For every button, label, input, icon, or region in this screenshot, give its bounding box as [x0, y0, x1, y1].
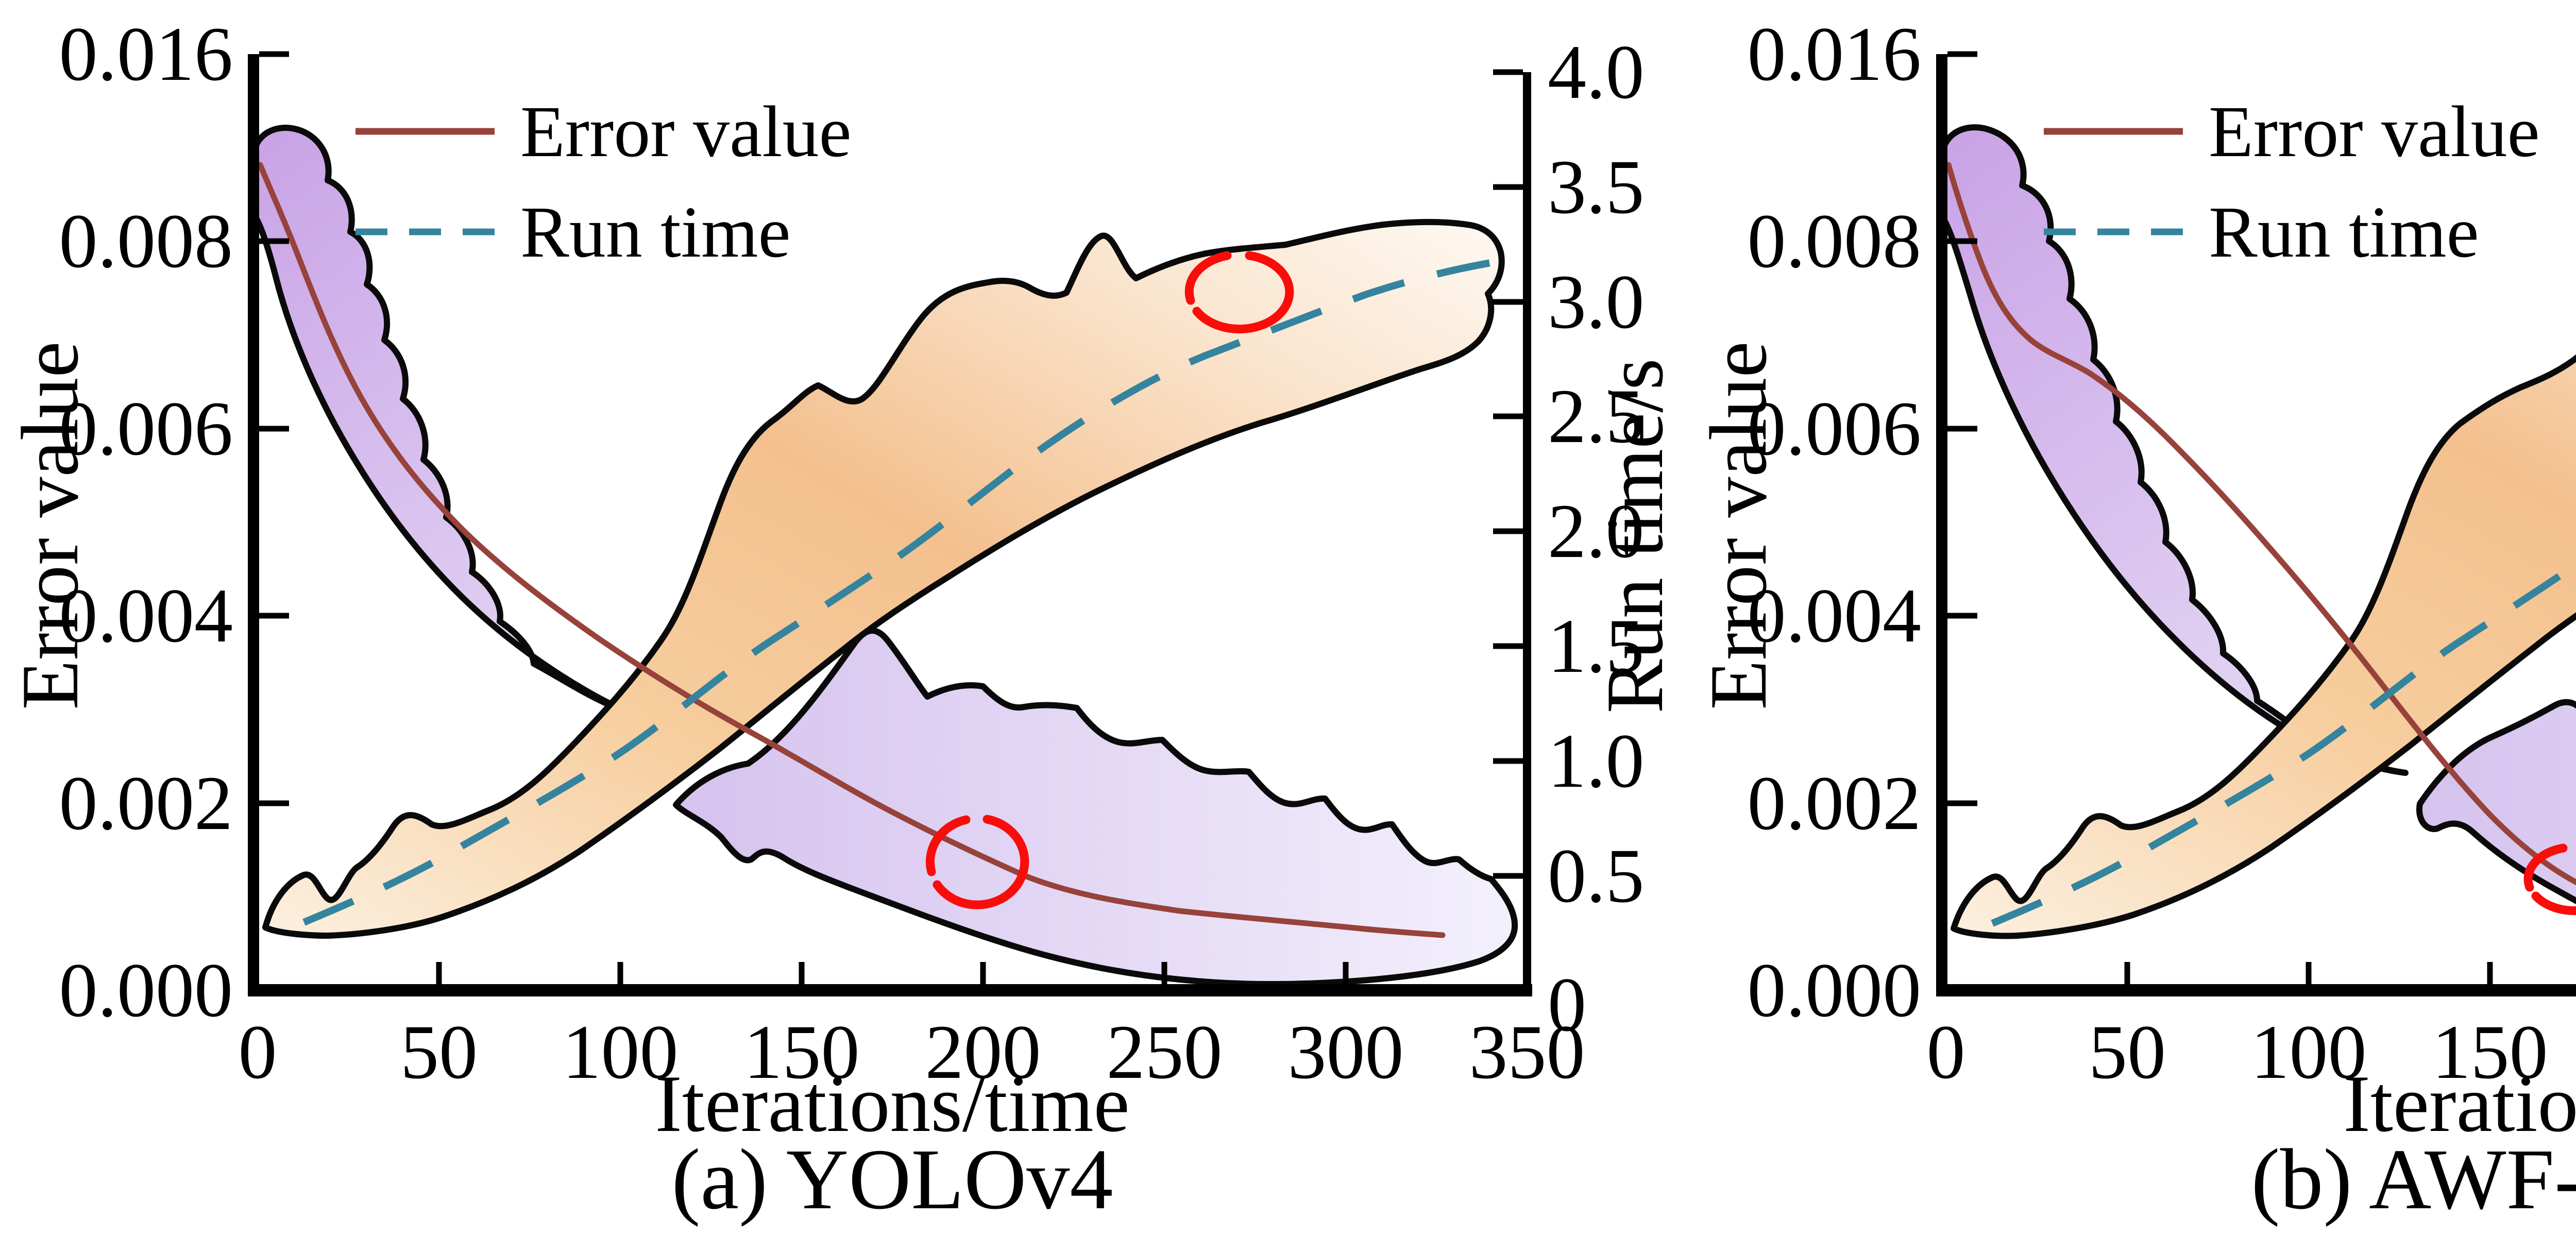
- yr-tick: 2.5: [1548, 374, 1645, 459]
- yl-tick: 0.006: [59, 386, 233, 471]
- x-tick: 50: [2089, 1009, 2166, 1095]
- annotations-b: [2523, 843, 2576, 916]
- yl-tick: 0.000: [59, 948, 233, 1033]
- yr-tick: 3.5: [1548, 144, 1645, 230]
- x-axis-title: Iterations/time: [2343, 1059, 2576, 1149]
- yl-tick: 0.008: [1748, 198, 1922, 284]
- y-right-axis-title: Run time/s: [1590, 358, 1680, 713]
- yl-tick: 0.008: [59, 198, 233, 284]
- error-curve: [1945, 162, 2576, 886]
- error-band-upper: [1939, 124, 2409, 776]
- tick-labels-b: 0.016 0.008 0.006 0.004 0.002 0.000 4.0 …: [1748, 11, 2548, 1095]
- axes-b: [1936, 51, 2576, 996]
- legend-runtime-label: Run time: [2209, 191, 2479, 273]
- chart-b-svg: 0.016 0.008 0.006 0.004 0.002 0.000 4.0 …: [1693, 11, 2576, 1227]
- x-tick: 50: [400, 1009, 478, 1095]
- error-highlight-circle: [926, 815, 971, 876]
- runtime-band: [262, 218, 1505, 939]
- yr-tick: 0.5: [1548, 833, 1645, 919]
- panel-caption: (a) YOLOv4: [672, 1131, 1113, 1227]
- x-tick: 350: [1469, 1009, 1585, 1095]
- annotations-a: [926, 251, 1294, 909]
- error-highlight-circle: [2531, 891, 2576, 916]
- error-highlight-circle: [933, 815, 1029, 909]
- axes-a: [248, 51, 1532, 996]
- legend-b: Error value Run time: [2044, 91, 2540, 273]
- error-band-lower: [673, 628, 1518, 988]
- y-left-axis-title: Error value: [1693, 341, 1784, 709]
- x-axis-title: Iterations/time: [655, 1059, 1129, 1149]
- x-tick: 300: [1288, 1009, 1404, 1095]
- left-ticks: [259, 51, 289, 806]
- yl-tick: 0.016: [59, 11, 233, 97]
- chart-a-svg: 0.016 0.008 0.006 0.004 0.002 0.000 4.0 …: [5, 11, 1680, 1227]
- error-curve: [257, 162, 1446, 938]
- x-tick: 200: [925, 1009, 1041, 1095]
- x-tick: 150: [2432, 1009, 2548, 1095]
- legend-error-label: Error value: [2209, 91, 2540, 172]
- x-tick: 100: [2251, 1009, 2367, 1095]
- yl-tick: 0.002: [1748, 760, 1922, 846]
- yr-tick: 4.0: [1548, 29, 1645, 115]
- x-tick: 0: [239, 1009, 277, 1095]
- y-left-axis-title: Error value: [5, 341, 95, 709]
- x-tick: 250: [1107, 1009, 1223, 1095]
- error-band-lower: [2416, 699, 2576, 904]
- curves-b: [1945, 162, 2576, 927]
- yl-tick: 0.016: [1748, 11, 1922, 97]
- runtime-highlight-circle: [1192, 251, 1294, 334]
- panel-yolov4: 0.016 0.008 0.006 0.004 0.002 0.000 4.0 …: [5, 11, 1680, 1227]
- panel-caption: (b) AWF-YOLOv4: [2251, 1131, 2576, 1227]
- x-tick: 150: [744, 1009, 860, 1095]
- right-ticks: [1493, 69, 1523, 879]
- yl-tick: 0.006: [1748, 386, 1922, 471]
- error-band-upper: [250, 125, 706, 741]
- bands-a: [250, 125, 1518, 988]
- legend-a: Error value Run time: [355, 91, 852, 273]
- yl-tick: 0.000: [1748, 948, 1922, 1033]
- error-highlight-circle: [2523, 843, 2568, 892]
- curves-a: [257, 162, 1518, 938]
- runtime-band: [1951, 354, 2576, 939]
- yl-tick: 0.004: [59, 573, 233, 658]
- bands-b: [1939, 124, 2576, 939]
- yr-tick: 1.5: [1548, 603, 1645, 689]
- yr-tick: 1.0: [1548, 718, 1645, 804]
- legend-error-label: Error value: [520, 91, 852, 172]
- yl-tick: 0.002: [59, 760, 233, 846]
- legend-runtime-label: Run time: [520, 191, 791, 273]
- x-tick: 0: [1927, 1009, 1965, 1095]
- tick-labels-a: 0.016 0.008 0.006 0.004 0.002 0.000 4.0 …: [59, 11, 1645, 1095]
- runtime-curve: [302, 255, 1518, 926]
- left-ticks: [1947, 51, 1977, 806]
- yr-tick: 2.0: [1548, 488, 1645, 574]
- yr-tick: 3.0: [1548, 259, 1645, 345]
- runtime-highlight-circle: [1184, 251, 1232, 305]
- panel-awf-yolov4: 0.016 0.008 0.006 0.004 0.002 0.000 4.0 …: [1688, 0, 2576, 1234]
- bottom-ticks: [2124, 962, 2493, 992]
- yl-tick: 0.004: [1748, 573, 1922, 658]
- x-tick: 100: [563, 1009, 679, 1095]
- bottom-ticks: [436, 962, 1349, 992]
- yr-tick: 0: [1548, 962, 1586, 1047]
